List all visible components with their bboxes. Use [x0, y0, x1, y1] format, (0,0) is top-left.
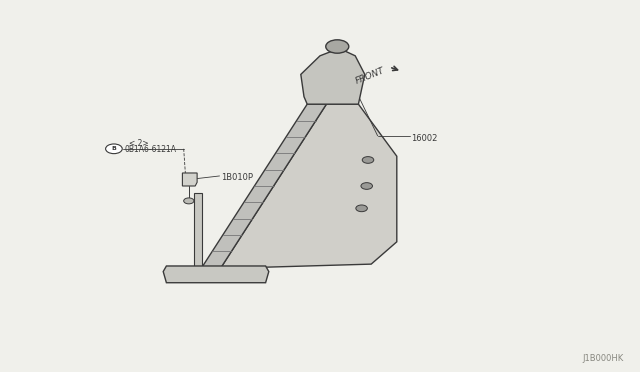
Circle shape — [361, 183, 372, 189]
Polygon shape — [301, 48, 365, 104]
Circle shape — [326, 40, 349, 53]
Text: < 2>: < 2> — [129, 140, 149, 148]
Circle shape — [362, 157, 374, 163]
Text: B: B — [111, 146, 116, 151]
Polygon shape — [163, 266, 269, 283]
Text: FRONT: FRONT — [354, 66, 386, 86]
Text: 1B010P: 1B010P — [221, 173, 253, 182]
Polygon shape — [182, 173, 197, 186]
Text: 0B1A6-6121A: 0B1A6-6121A — [124, 145, 176, 154]
Circle shape — [184, 198, 194, 204]
Circle shape — [356, 205, 367, 212]
Polygon shape — [202, 104, 326, 268]
Text: J1B000HK: J1B000HK — [583, 354, 624, 363]
Circle shape — [106, 144, 122, 154]
Polygon shape — [221, 104, 397, 268]
Text: 16002: 16002 — [412, 134, 438, 143]
Polygon shape — [194, 193, 202, 268]
